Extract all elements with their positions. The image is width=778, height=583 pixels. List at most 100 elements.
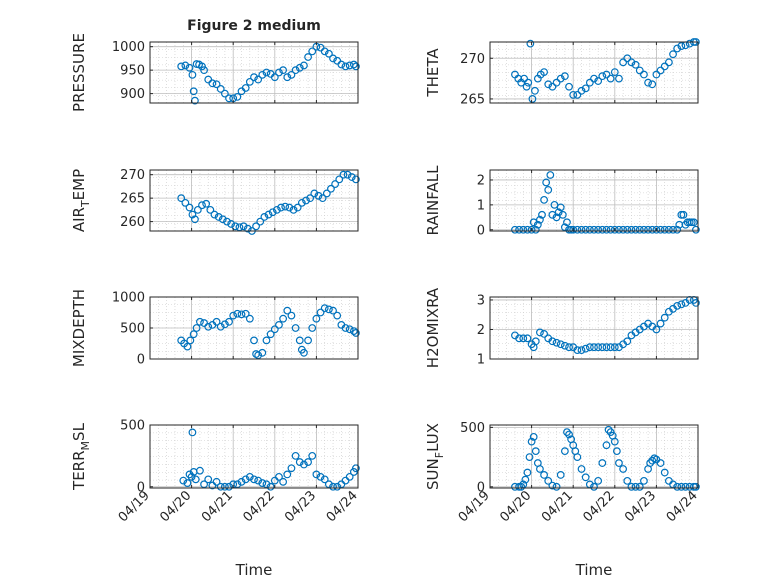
data-point: [310, 189, 319, 198]
data-point: [523, 225, 532, 234]
series-markers: [511, 296, 700, 355]
data-point: [664, 58, 673, 67]
data-point: [660, 313, 669, 322]
data-point: [531, 225, 540, 234]
y-tick-label: 3: [477, 293, 485, 308]
x-tick-label: 04/23: [282, 488, 319, 525]
data-point: [308, 47, 317, 56]
data-point: [231, 222, 240, 231]
series-markers: [179, 428, 360, 491]
data-point: [260, 213, 269, 221]
y-tick-label: 270: [460, 52, 485, 67]
data-point: [556, 340, 565, 349]
data-point: [573, 453, 582, 461]
data-point: [692, 225, 700, 234]
data-point: [304, 336, 312, 345]
data-point: [669, 50, 677, 59]
data-point: [610, 343, 619, 352]
data-point: [529, 432, 538, 441]
data-point: [536, 465, 544, 473]
data-point: [316, 308, 325, 317]
data-point: [556, 471, 565, 479]
x-tick-label: 04/23: [622, 488, 659, 525]
data-point: [223, 217, 231, 226]
data-point: [239, 222, 248, 231]
data-point: [329, 306, 337, 315]
data-point: [590, 343, 598, 352]
data-point: [610, 225, 619, 234]
data-point: [585, 343, 594, 352]
data-point: [531, 447, 540, 456]
data-point: [297, 198, 306, 207]
data-point: [345, 472, 354, 481]
data-point: [536, 215, 544, 224]
data-point: [640, 476, 648, 485]
data-point: [552, 338, 561, 347]
data-point: [635, 225, 644, 234]
data-point: [216, 322, 225, 331]
data-point: [343, 170, 352, 179]
data-point: [258, 348, 267, 357]
data-point: [312, 314, 321, 323]
data-point: [546, 171, 555, 179]
data-point: [337, 60, 346, 69]
x-tick-label: 04/20: [157, 488, 194, 525]
data-point: [233, 309, 242, 318]
axes-box: [489, 424, 699, 489]
axes-third-right: 1 2 3 H2OMIXRA: [424, 287, 700, 368]
data-point: [177, 62, 186, 71]
data-point: [542, 178, 551, 187]
data-point: [554, 208, 563, 217]
data-point: [577, 346, 586, 355]
data-point: [245, 472, 254, 481]
data-point: [581, 344, 590, 353]
data-point: [327, 184, 335, 193]
x-tick-label: 04/21: [539, 488, 576, 525]
data-point: [308, 324, 317, 332]
data-point: [623, 337, 632, 346]
data-point: [204, 322, 213, 331]
x-tick-label: 04/21: [199, 488, 236, 525]
data-point: [598, 459, 607, 467]
axes-second-left: 260 265 270 AIRTEMP: [70, 168, 360, 235]
data-point: [648, 80, 657, 89]
data-point: [329, 482, 337, 491]
data-point: [556, 203, 565, 212]
y-tick-label: 270: [120, 168, 145, 183]
data-point: [548, 337, 557, 346]
data-point: [254, 75, 263, 84]
data-point: [573, 346, 582, 355]
data-point: [241, 309, 250, 318]
data-point: [563, 218, 571, 227]
data-point: [544, 186, 553, 194]
data-point: [585, 78, 594, 87]
y-axis-label: RAINFALL: [424, 165, 442, 236]
axes-third-left: 0 500 1000 MIXDEPTH: [70, 289, 360, 368]
y-tick-label: 1000: [112, 40, 145, 55]
data-point: [521, 475, 530, 484]
data-point: [216, 482, 225, 491]
y-tick-label: 900: [120, 87, 145, 102]
data-point: [295, 458, 304, 466]
data-point: [258, 479, 267, 487]
data-point: [275, 68, 283, 77]
data-point: [515, 334, 524, 343]
data-point: [270, 325, 279, 334]
data-point: [210, 210, 219, 219]
y-tick-label: 0: [137, 353, 145, 368]
data-point: [285, 203, 294, 212]
data-point: [577, 465, 586, 473]
data-point: [540, 330, 548, 338]
data-point: [333, 311, 342, 320]
data-point: [331, 180, 340, 188]
data-point: [345, 325, 354, 334]
data-point: [673, 44, 682, 53]
data-point: [527, 225, 536, 234]
data-point: [560, 341, 569, 350]
data-point: [692, 482, 700, 491]
data-point: [563, 428, 571, 437]
data-point: [652, 70, 661, 79]
data-point: [677, 482, 686, 491]
data-point: [544, 476, 553, 485]
data-point: [531, 337, 540, 346]
